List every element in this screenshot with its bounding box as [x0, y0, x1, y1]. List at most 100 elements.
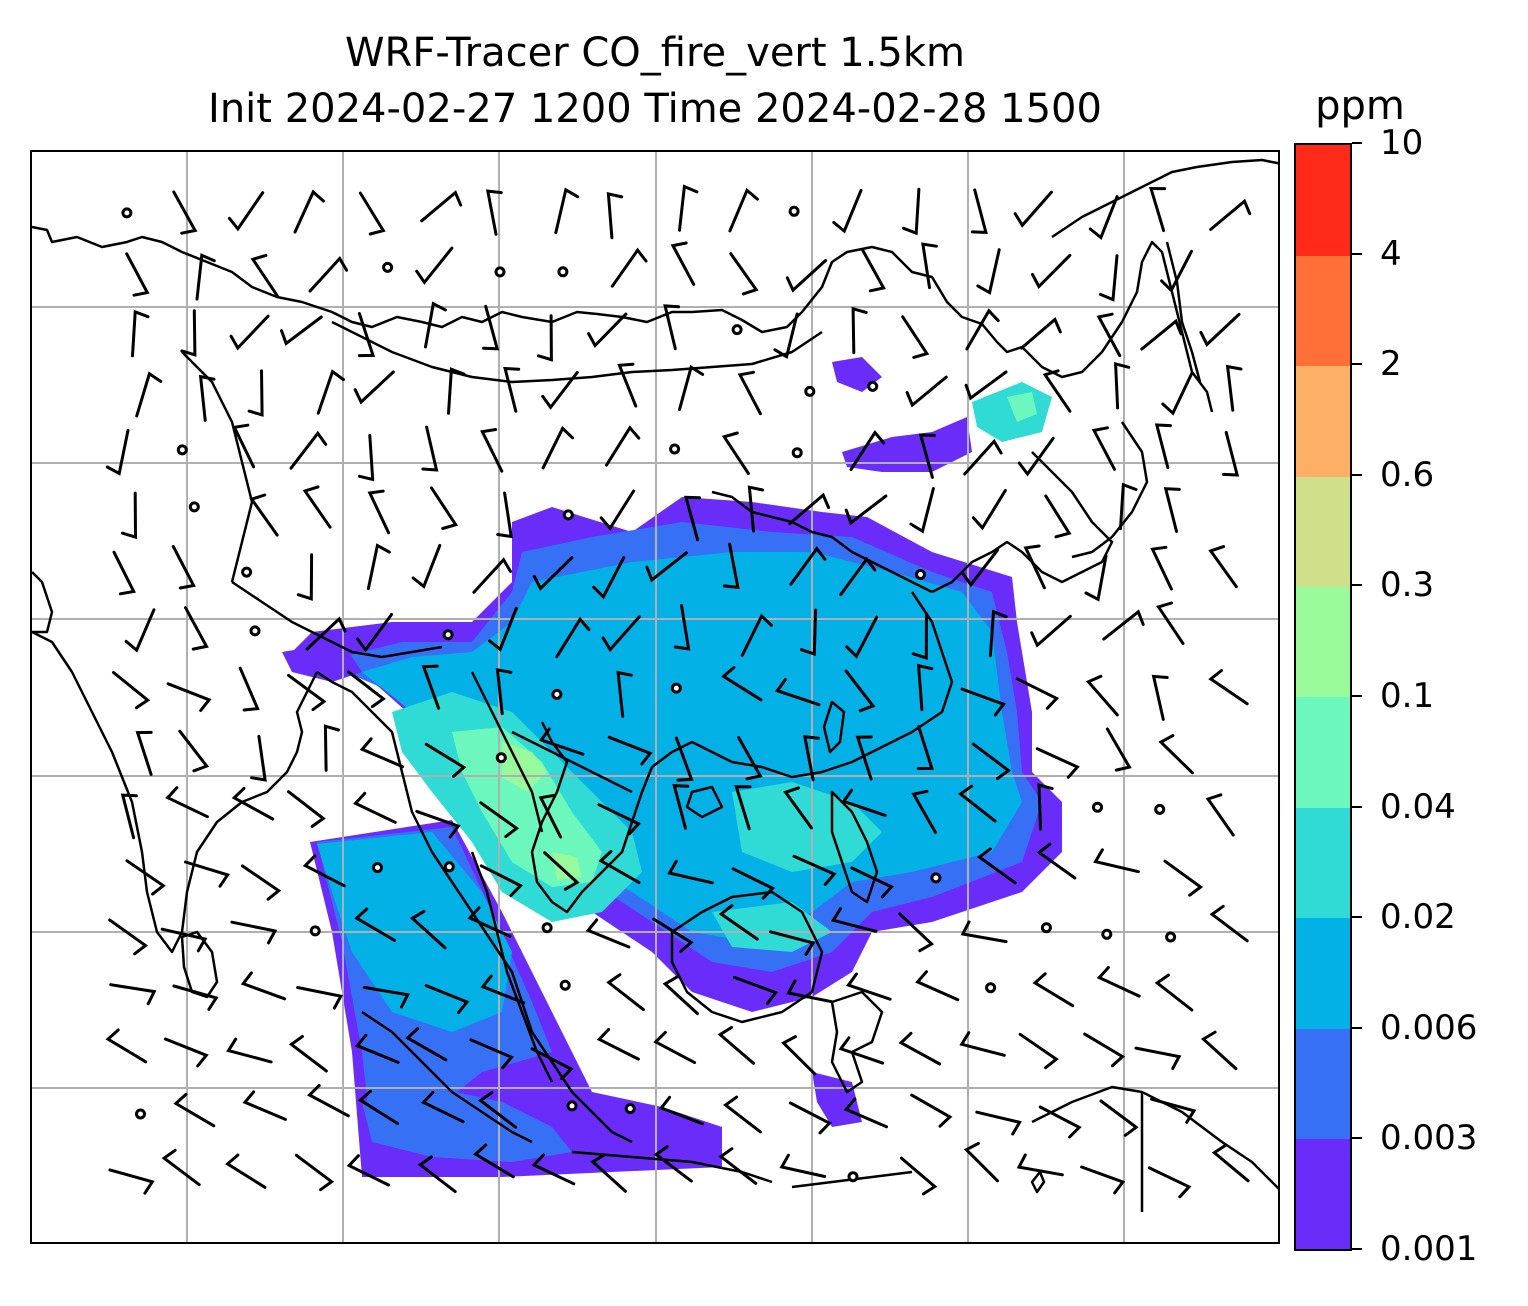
colorbar-tick-label: 0.003	[1380, 1118, 1478, 1159]
wind-barb	[844, 494, 888, 526]
wind-barb	[415, 246, 454, 285]
wind-barb	[910, 1093, 953, 1128]
wind-barb	[230, 920, 278, 945]
coastline-hainan	[685, 785, 724, 819]
map-panel	[30, 150, 1280, 1244]
calm-wind-circle	[788, 205, 800, 217]
wind-barb	[417, 1155, 457, 1194]
wind-barb	[684, 495, 702, 542]
wind-barb	[678, 184, 699, 232]
wind-barb	[663, 304, 681, 351]
wind-barb	[957, 784, 997, 823]
calm-wind-circle	[176, 444, 188, 456]
wind-barb	[1032, 972, 1075, 1008]
wind-barb	[963, 438, 1003, 476]
wind-barb	[783, 786, 813, 830]
wind-barb	[779, 1153, 827, 1178]
wind-barb	[424, 301, 447, 349]
wind-barb	[231, 786, 275, 821]
wind-barb	[916, 663, 934, 712]
wind-barb	[420, 190, 463, 223]
wind-barb	[988, 609, 1008, 658]
colorbar-tick-label: 4	[1380, 233, 1402, 274]
wind-barb	[163, 1037, 209, 1068]
wind-barb	[902, 187, 921, 236]
calm-wind-circle	[541, 922, 553, 934]
colorbar-tick-label: 0.001	[1380, 1229, 1478, 1269]
wind-barb	[850, 866, 894, 899]
wind-barb	[538, 727, 585, 756]
calm-wind-circle	[791, 447, 803, 459]
wind-barb	[358, 434, 375, 482]
wind-barb	[592, 556, 626, 600]
wind-barb	[357, 1089, 400, 1125]
wind-barb	[485, 189, 503, 236]
wind-barb	[718, 904, 759, 941]
wind-barb	[347, 670, 386, 709]
wind-barb	[785, 259, 828, 293]
wind-barb	[359, 737, 405, 769]
wind-barb	[131, 309, 150, 358]
wind-barb	[722, 542, 740, 590]
wind-barb	[166, 682, 212, 712]
wind-barb	[473, 1143, 515, 1179]
calm-wind-circle	[669, 443, 681, 455]
coastline-korea	[931, 451, 1114, 594]
wind-barb	[411, 543, 442, 589]
wind-barb	[1209, 904, 1249, 943]
wind-barb	[963, 1141, 999, 1183]
colorbar-tick	[1352, 1026, 1362, 1029]
wind-barb	[242, 1090, 287, 1121]
wind-barb	[353, 791, 397, 824]
wind-barb	[108, 918, 149, 956]
wind-barb	[125, 859, 166, 896]
wind-barb	[1017, 436, 1055, 477]
wind-barb	[976, 248, 1001, 295]
wind-barb	[721, 431, 750, 475]
wind-barb	[598, 850, 641, 885]
wind-barb	[1134, 1046, 1182, 1071]
wind-barb	[769, 930, 816, 956]
wind-barb	[832, 188, 863, 234]
wind-barb	[354, 1033, 400, 1064]
wind-barb	[125, 252, 150, 297]
coastline-timor	[1030, 1170, 1046, 1194]
calm-wind-circle	[121, 207, 133, 219]
wind-barb	[161, 1148, 201, 1187]
colorbar-unit-label: ppm	[1315, 83, 1405, 129]
wind-barb	[287, 673, 327, 712]
wind-barb	[240, 971, 287, 1001]
wind-barb	[305, 616, 347, 651]
wind-barb	[293, 189, 325, 234]
coastline-arabian	[32, 571, 54, 634]
wind-barb	[672, 784, 690, 830]
wind-barb	[171, 545, 196, 590]
colorbar-tick-label: 10	[1380, 123, 1424, 163]
wind-barb	[800, 608, 818, 657]
wind-barb	[729, 252, 759, 296]
wind-barb	[774, 678, 821, 707]
coastline-sulawesi	[830, 990, 884, 1094]
wind-barb	[121, 491, 138, 540]
wind-barb	[1088, 195, 1119, 240]
wind-barb	[536, 314, 553, 362]
colorbar-segment	[1296, 697, 1350, 808]
wind-barb	[1208, 545, 1238, 589]
wind-barb	[843, 1097, 888, 1129]
wind-barb	[1163, 487, 1181, 533]
wind-barb	[479, 864, 523, 897]
colorbar-tick	[1352, 252, 1362, 255]
wind-barb	[480, 428, 504, 473]
wind-barb	[851, 306, 868, 355]
wind-barb	[788, 1101, 832, 1135]
wind-barb	[178, 729, 210, 773]
coastline-china-south	[651, 591, 954, 779]
wind-barb	[838, 1036, 885, 1065]
wind-barb	[789, 546, 827, 586]
wind-barb	[538, 793, 563, 839]
wind-barb	[653, 1145, 693, 1183]
wind-barb	[366, 543, 391, 591]
wind-barb	[543, 851, 580, 891]
calm-wind-circle	[566, 1100, 578, 1112]
wind-barb	[1015, 677, 1060, 710]
